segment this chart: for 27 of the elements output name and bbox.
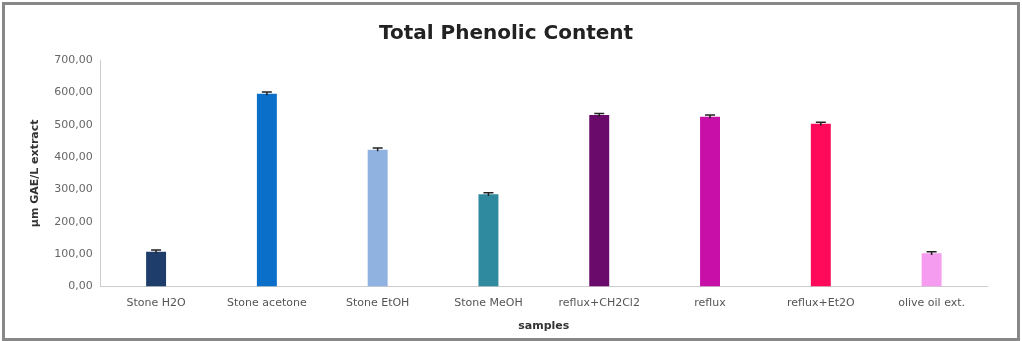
y-tick-label: 400,00 — [54, 149, 93, 163]
bar — [810, 123, 831, 287]
bar — [700, 116, 720, 287]
x-tick-label: Stone MeOH — [454, 296, 523, 310]
x-tick-label: reflux+Et2O — [787, 296, 855, 310]
x-tick-label: Stone H2O — [126, 296, 187, 310]
x-tick-label: reflux — [694, 296, 727, 310]
bar — [921, 253, 942, 287]
y-tick-label: 300,00 — [54, 182, 93, 196]
y-tick-label: 200,00 — [54, 214, 93, 228]
x-tick-label: Stone acetone — [227, 296, 307, 310]
bar — [256, 93, 277, 287]
bar — [367, 149, 388, 287]
y-tick-label: 700,00 — [54, 52, 93, 66]
y-tick-label: 600,00 — [54, 85, 93, 99]
x-tick-label: reflux+CH2Cl2 — [558, 296, 640, 310]
bar — [146, 251, 167, 287]
x-tick-label: Stone EtOH — [345, 296, 410, 310]
y-tick-label: 100,00 — [54, 247, 93, 261]
x-axis-title: samples — [518, 319, 570, 333]
bar — [589, 115, 610, 287]
y-axis-title: µm GAE/L extract — [28, 119, 42, 228]
chart-title: Total Phenolic Content — [378, 20, 634, 45]
y-tick-label: 0,00 — [68, 279, 93, 293]
bar — [478, 194, 499, 287]
y-tick-label: 500,00 — [54, 117, 93, 131]
x-tick-label: olive oil ext. — [898, 296, 966, 310]
